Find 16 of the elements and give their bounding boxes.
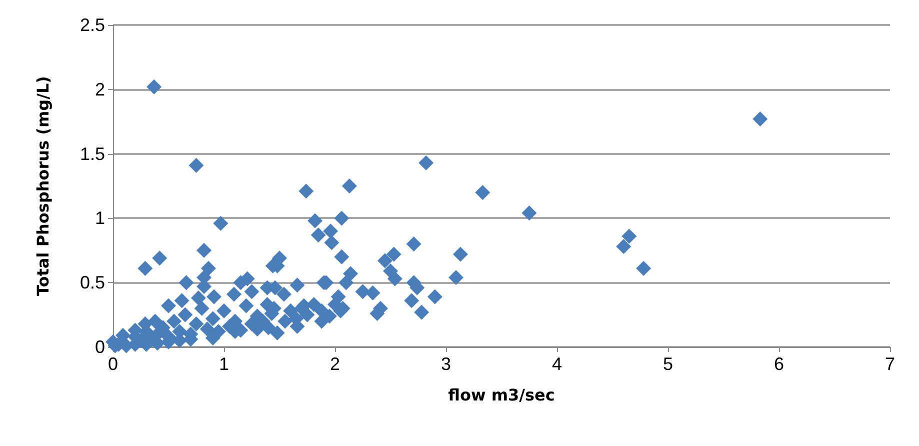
y-tick-label: 0 bbox=[94, 337, 105, 357]
x-tick-label: 7 bbox=[884, 354, 896, 374]
x-axis-title: flow m3/sec bbox=[448, 386, 555, 404]
y-tick-label: 1.5 bbox=[80, 144, 105, 164]
x-tick-label: 6 bbox=[774, 354, 784, 374]
x-tick-label: 3 bbox=[440, 354, 452, 374]
y-tick-label: 2.5 bbox=[80, 15, 105, 35]
x-tick-label: 4 bbox=[552, 354, 562, 374]
y-tick-label: 2 bbox=[94, 79, 105, 100]
y-tick-label: 1 bbox=[94, 208, 105, 228]
x-tick-label: 0 bbox=[108, 354, 118, 374]
y-tick-label: 0.5 bbox=[80, 272, 105, 293]
x-tick-label: 1 bbox=[218, 354, 230, 374]
y-axis-title: Total Phosphorus (mg/L) bbox=[34, 76, 52, 296]
x-tick-label: 5 bbox=[662, 354, 674, 374]
x-tick-label: 2 bbox=[330, 354, 340, 374]
